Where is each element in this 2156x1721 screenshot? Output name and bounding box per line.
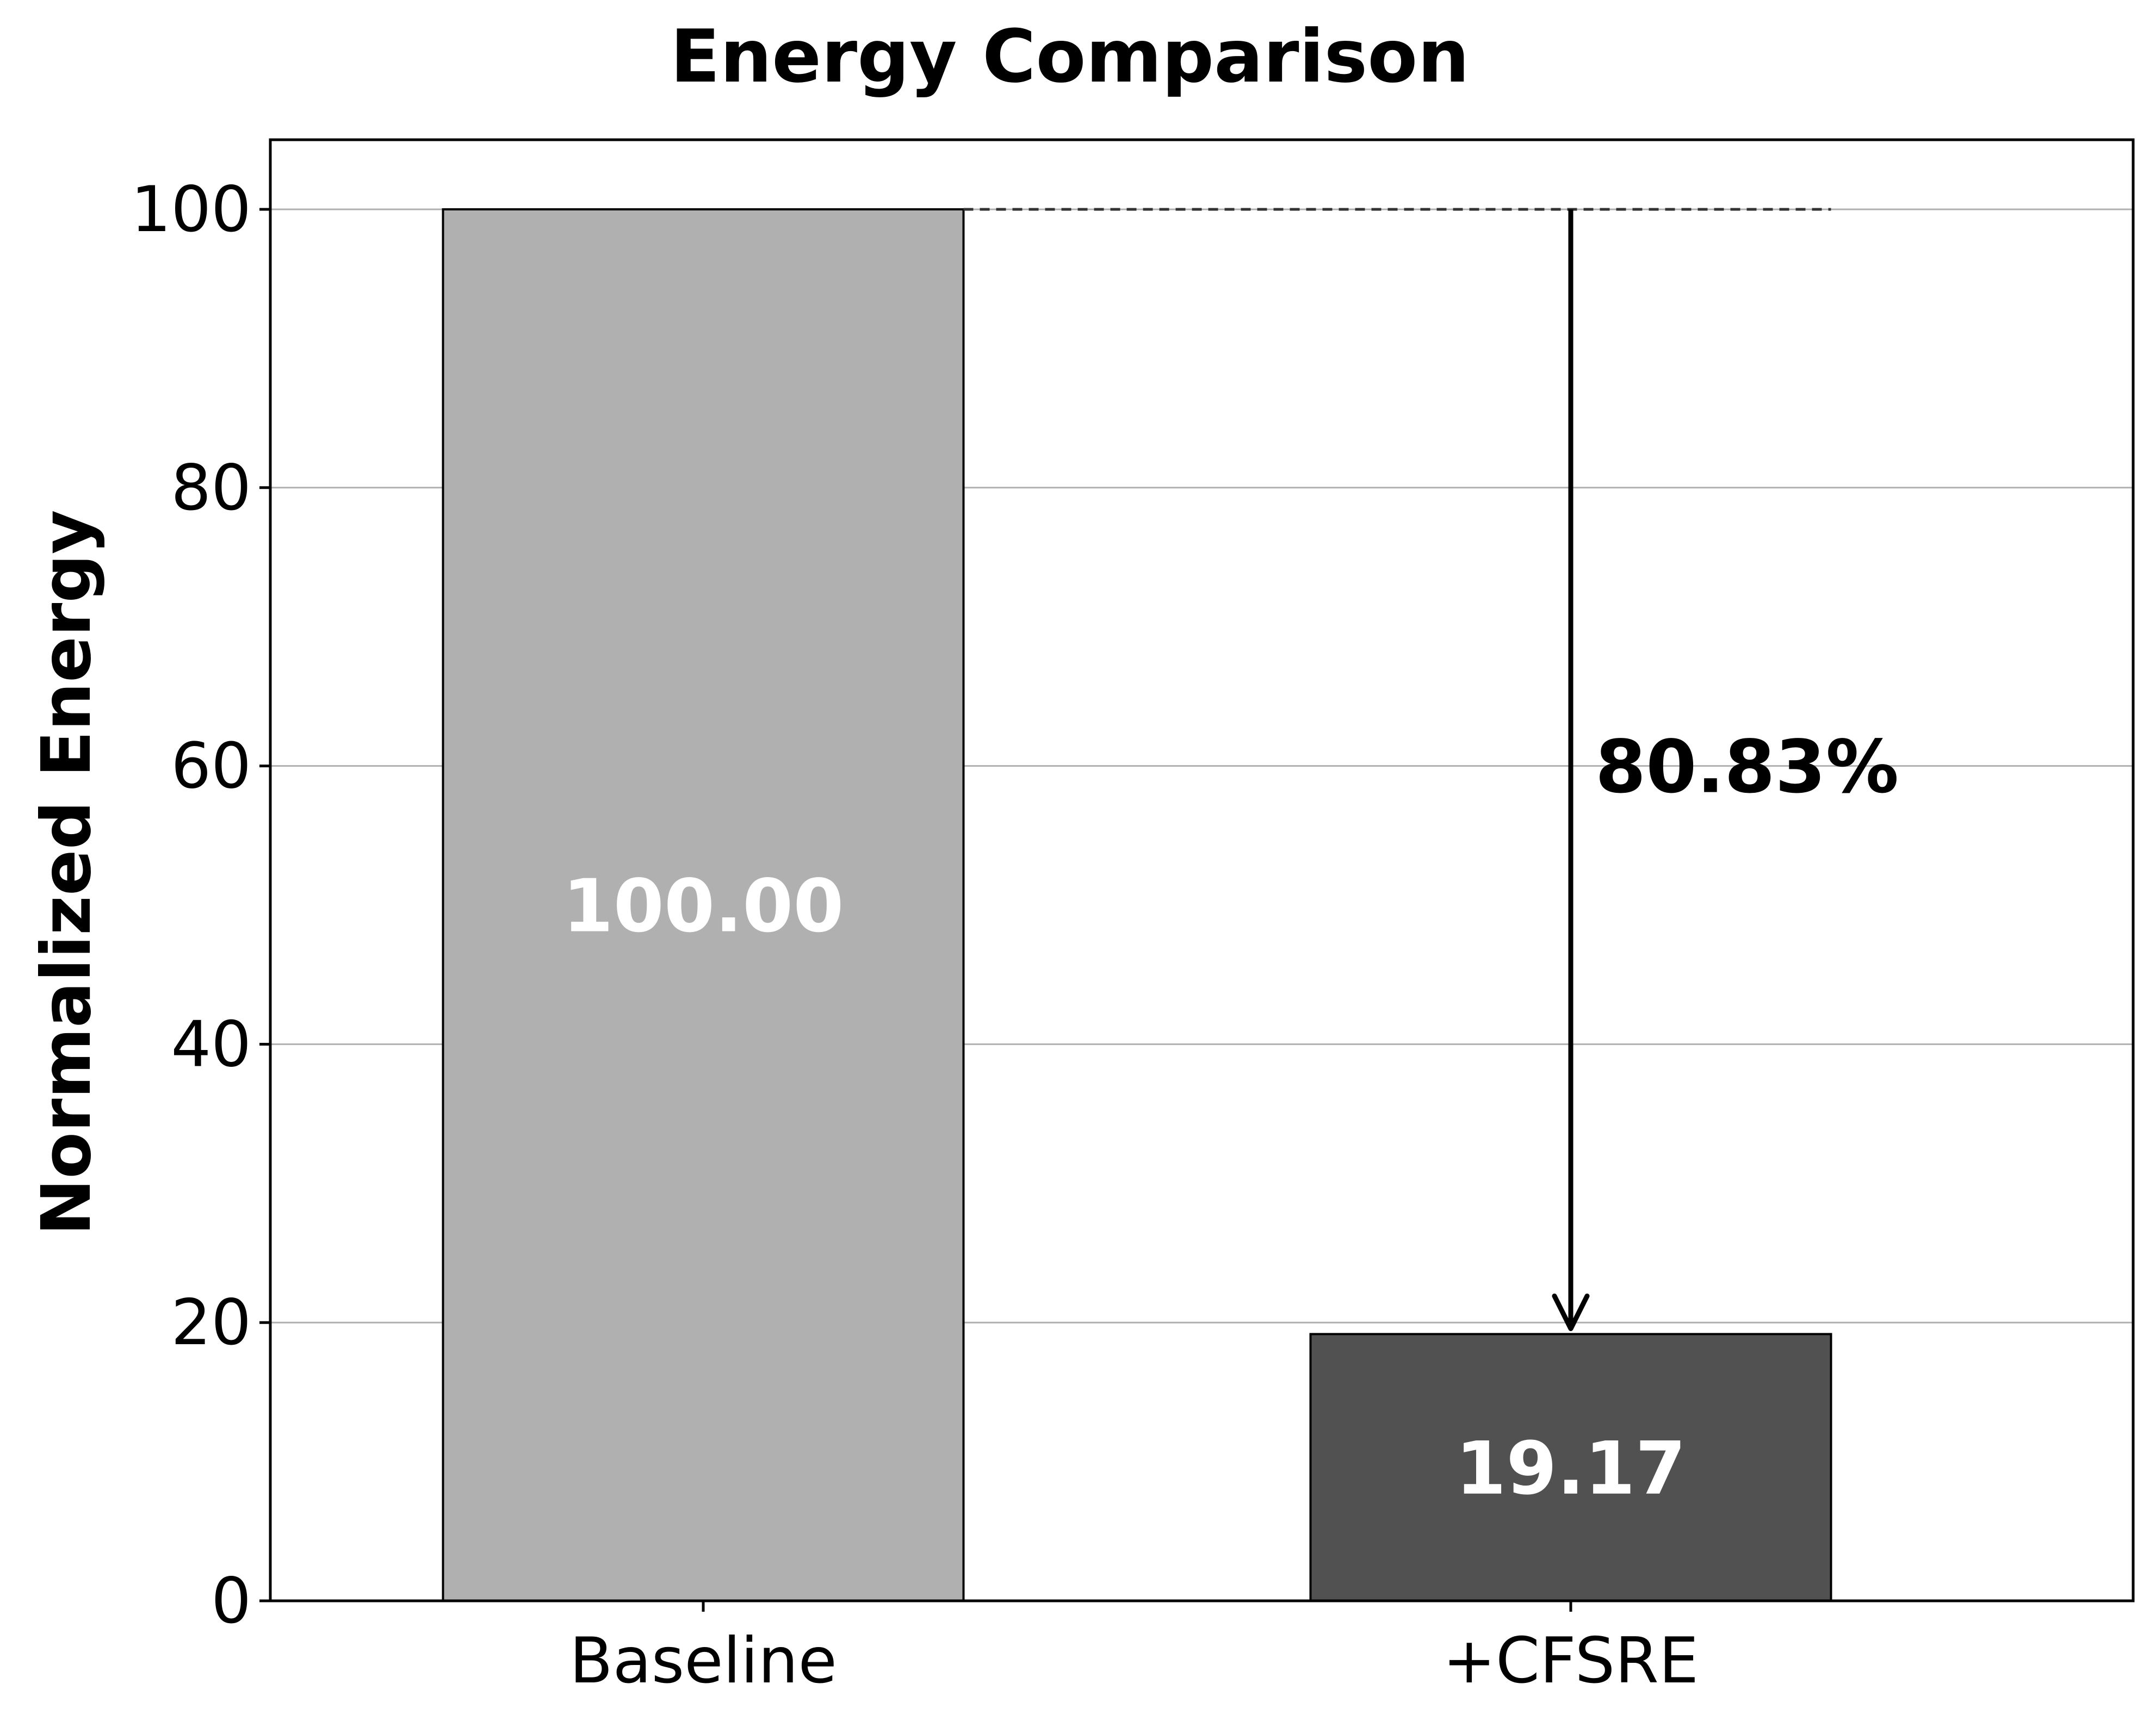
y-axis-label: Normalized Energy: [27, 510, 106, 1236]
x-tick-label: Baseline: [569, 1624, 837, 1698]
plot-frame: [269, 138, 2135, 1602]
y-tick-label: 100: [131, 173, 251, 246]
chart-title: Energy Comparison: [670, 14, 1469, 99]
bar-value-label: 100.00: [562, 863, 844, 948]
y-tick-label: 80: [171, 451, 251, 525]
annotation: 80.83%: [963, 208, 1899, 1331]
y-tick-label: 0: [211, 1564, 251, 1638]
bar-baseline: [442, 208, 965, 1602]
x-tick-label: +CFSRE: [1443, 1624, 1699, 1698]
y-tick-label: 40: [171, 1008, 251, 1081]
bars: 100.00 19.17: [442, 208, 1832, 1602]
bar-cfsre: [1309, 1333, 1832, 1602]
y-tick-label: 60: [171, 730, 251, 803]
bar-value-label: 19.17: [1455, 1426, 1686, 1511]
x-ticks: Baseline +CFSRE: [569, 1601, 1699, 1698]
reduction-arrow-head: [1552, 1293, 1590, 1331]
reduction-percent-label: 80.83%: [1595, 725, 1899, 810]
y-tick-label: 20: [171, 1286, 251, 1359]
y-ticks: 0 20 40 60 80 100: [131, 173, 270, 1638]
